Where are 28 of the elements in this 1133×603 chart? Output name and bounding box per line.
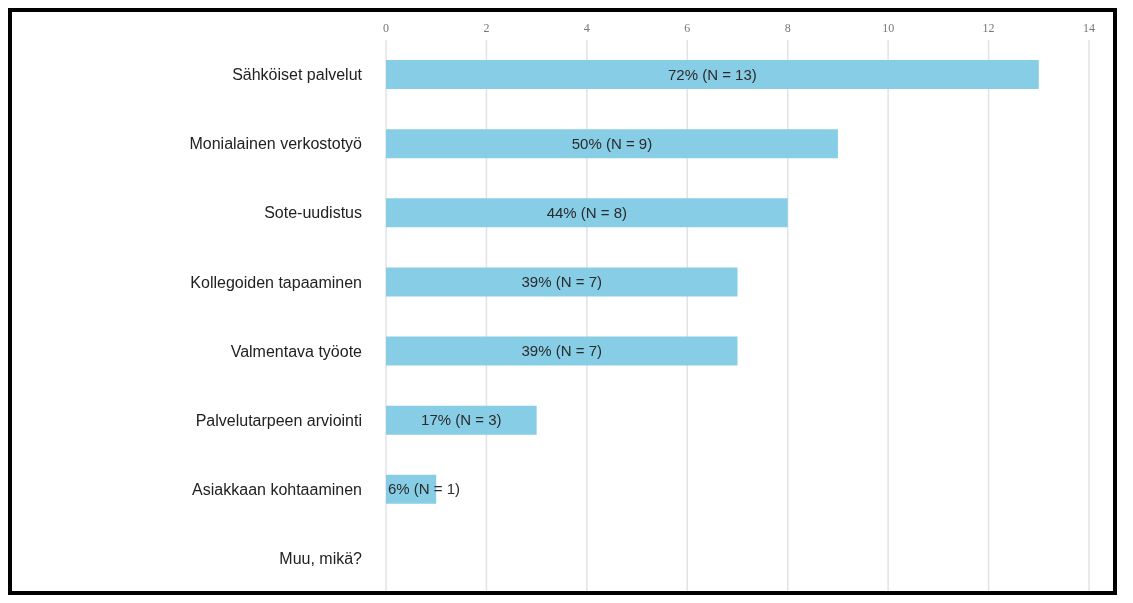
y-tick-label: Valmentava työote	[230, 342, 363, 360]
data-label: 50% (N = 9)	[571, 134, 653, 152]
x-tick-label: 4	[583, 21, 590, 35]
data-label: 72% (N = 13)	[667, 65, 757, 83]
bar	[386, 198, 788, 228]
x-tick-label: 12	[982, 21, 995, 35]
bar	[386, 60, 1039, 90]
bar	[386, 336, 738, 366]
data-label: 44% (N = 8)	[546, 203, 628, 221]
y-tick-label: Sähköiset palvelut	[232, 66, 363, 84]
x-tick-label: 2	[483, 21, 490, 35]
data-label: 39% (N = 7)	[521, 342, 602, 360]
bar	[386, 267, 738, 297]
x-tick-label: 0	[383, 21, 389, 35]
x-tick-label: 10	[882, 21, 895, 35]
bar	[386, 405, 537, 435]
y-tick-label: Asiakkaan kohtaaminen	[192, 480, 362, 498]
y-tick-label: Muu, mikä?	[279, 550, 363, 568]
y-tick-label: Monialainen verkostotyö	[189, 135, 363, 153]
x-tick-label: 14	[1083, 21, 1095, 35]
x-tick-label: 6	[684, 21, 691, 35]
y-tick-label: Sote-uudistus	[264, 204, 362, 222]
x-tick-label: 8	[784, 21, 791, 35]
data-label: 17% (N = 3)	[421, 411, 502, 429]
y-tick-label: Kollegoiden tapaaminen	[190, 273, 362, 291]
bar	[386, 129, 838, 159]
y-tick-label: Palvelutarpeen arviointi	[195, 411, 362, 429]
data-label: 39% (N = 7)	[521, 272, 602, 290]
